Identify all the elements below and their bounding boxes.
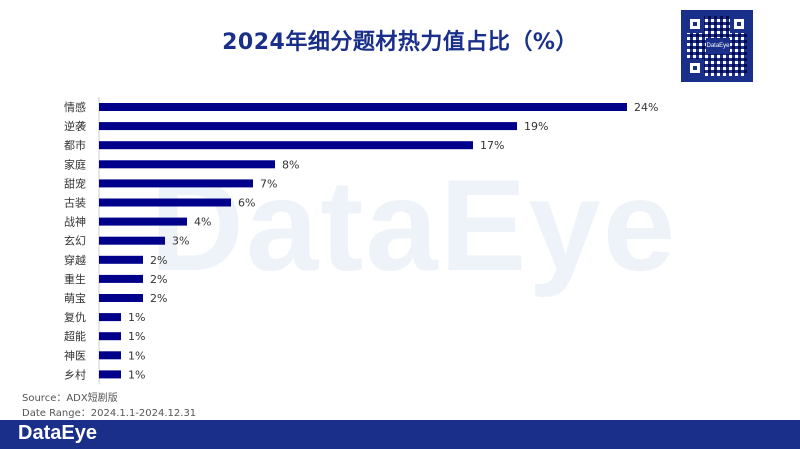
- bar: [99, 198, 231, 207]
- watermark: DataEye: [150, 152, 678, 298]
- bar: [99, 255, 143, 264]
- bar: [99, 313, 121, 322]
- bar: [99, 236, 165, 245]
- data-label: 19%: [524, 120, 548, 133]
- data-label: 7%: [260, 177, 277, 190]
- category-label: 玄幻: [64, 234, 86, 248]
- category-label: 都市: [64, 138, 86, 152]
- category-label: 战神: [64, 215, 86, 229]
- category-label: 神医: [64, 348, 86, 362]
- category-label: 复仇: [64, 310, 86, 324]
- data-label: 2%: [150, 254, 167, 267]
- source-note: Source：ADX短剧版: [22, 393, 118, 404]
- category-label: 情感: [64, 101, 86, 114]
- chart-title: 2024年细分题材热力值占比（%）: [222, 30, 578, 55]
- data-label: 2%: [150, 292, 167, 305]
- bar: [99, 141, 473, 150]
- footer-logo: DataEye: [18, 422, 97, 444]
- category-label: 乡村: [64, 367, 86, 381]
- bar: [99, 370, 121, 379]
- data-label: 2%: [150, 273, 167, 286]
- data-label: 24%: [634, 101, 658, 114]
- data-label: 3%: [172, 235, 189, 248]
- bar: [99, 294, 143, 302]
- bar: [99, 103, 627, 111]
- category-label: 家庭: [64, 157, 86, 171]
- category-label: 重生: [64, 272, 86, 286]
- data-label: 1%: [128, 368, 145, 381]
- date-range-note: Date Range：2024.1.1-2024.12.31: [22, 408, 197, 419]
- footer-bar: DataEye: [0, 420, 800, 449]
- data-label: 17%: [480, 139, 504, 152]
- data-label: 8%: [282, 158, 299, 171]
- data-label: 6%: [238, 197, 255, 210]
- bar: [99, 160, 275, 169]
- bar: [99, 179, 253, 188]
- category-label: 超能: [64, 329, 86, 343]
- bar: [99, 274, 143, 283]
- category-label: 穿越: [64, 253, 86, 267]
- category-label: 逆袭: [64, 119, 86, 133]
- data-label: 1%: [128, 330, 145, 343]
- bar: [99, 351, 121, 360]
- qr-code: DataEye: [681, 10, 753, 82]
- category-label: 萌宝: [64, 291, 86, 305]
- data-label: 1%: [128, 349, 145, 362]
- bar: [99, 332, 121, 341]
- category-label: 古装: [64, 197, 86, 210]
- bar: [99, 217, 187, 226]
- data-label: 4%: [194, 216, 211, 229]
- category-label: 甜宠: [64, 176, 86, 190]
- data-label: 1%: [128, 311, 145, 324]
- qr-logo: DataEye: [706, 38, 730, 54]
- bar: [99, 122, 517, 131]
